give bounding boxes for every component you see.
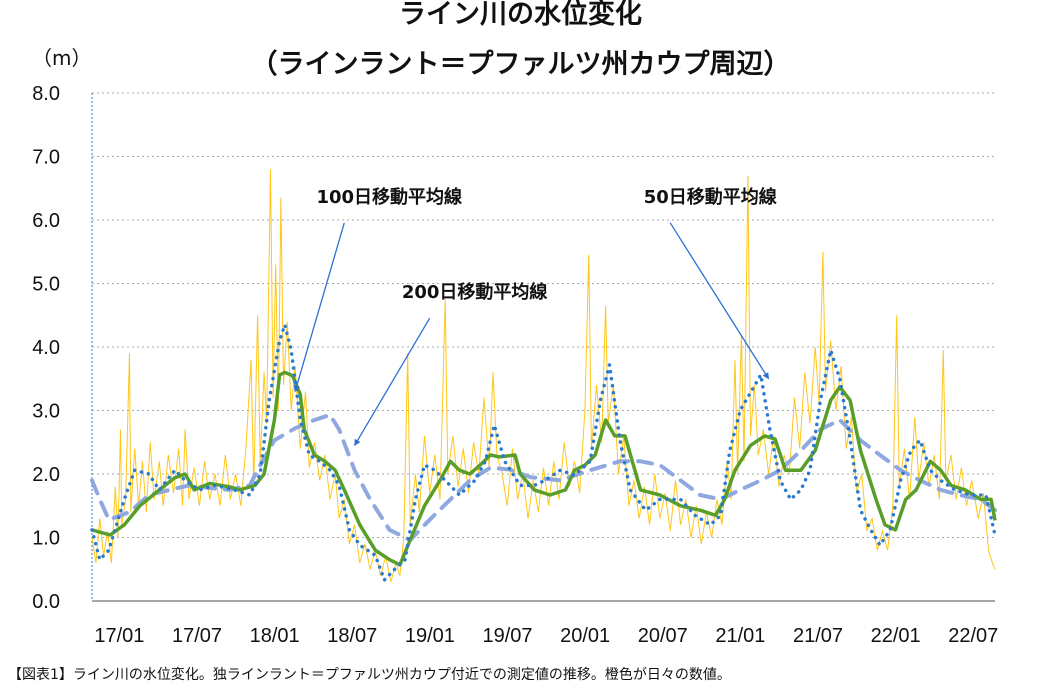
y-axis-ticks: 0.0 1.0 2.0 3.0 4.0 5.0 6.0 7.0 8.0 bbox=[32, 83, 60, 613]
x-tick-label: 22/07 bbox=[948, 625, 998, 647]
series-ma100 bbox=[91, 370, 997, 567]
figure-caption: 【図表1】ライン川の水位変化。独ラインラント＝プファルツ州カウプ付近での測定値の… bbox=[8, 667, 731, 683]
annotation-arrow bbox=[293, 222, 345, 393]
y-tick-label: 8.0 bbox=[32, 83, 60, 105]
x-axis-ticks: 17/01 17/07 18/01 18/07 19/01 19/07 20/01 20/07… bbox=[94, 625, 998, 647]
annotation-label: 50日移動平均線 bbox=[644, 186, 777, 208]
chart-title: ライン川の水位変化 bbox=[399, 0, 642, 30]
x-tick-label: 17/07 bbox=[172, 625, 222, 647]
x-tick-label: 21/01 bbox=[715, 625, 765, 647]
y-tick-label: 1.0 bbox=[32, 528, 60, 550]
y-tick-label: 0.0 bbox=[32, 591, 60, 613]
x-tick-label: 18/07 bbox=[327, 625, 377, 647]
x-tick-label: 19/07 bbox=[482, 625, 532, 647]
y-tick-label: 6.0 bbox=[32, 210, 60, 232]
y-tick-label: 3.0 bbox=[32, 401, 60, 423]
gridlines bbox=[91, 92, 995, 602]
annotation-label: 100日移動平均線 bbox=[316, 186, 462, 208]
x-tick-label: 20/01 bbox=[560, 625, 610, 647]
y-tick-label: 2.0 bbox=[32, 464, 60, 486]
annotation-label: 200日移動平均線 bbox=[402, 281, 548, 303]
series-ma200 bbox=[90, 412, 997, 543]
annotations: 100日移動平均線 200日移動平均線 50日移動平均線 bbox=[293, 186, 777, 446]
chart-subtitle: （ラインラント＝プファルツ州カウプ周辺） bbox=[250, 49, 791, 80]
series-daily bbox=[91, 169, 996, 583]
x-tick-label: 21/07 bbox=[793, 625, 843, 647]
x-tick-label: 22/01 bbox=[871, 625, 921, 647]
x-tick-label: 17/01 bbox=[94, 625, 144, 647]
annotation-arrow bbox=[354, 317, 431, 446]
series-ma50 bbox=[90, 318, 997, 584]
y-tick-label: 7.0 bbox=[32, 147, 60, 169]
series-lines bbox=[90, 169, 997, 584]
y-axis-unit-label: （m） bbox=[32, 46, 92, 70]
x-tick-label: 19/01 bbox=[405, 625, 455, 647]
x-tick-label: 20/07 bbox=[638, 625, 688, 647]
annotation-arrow bbox=[669, 222, 770, 380]
y-tick-label: 4.0 bbox=[32, 337, 60, 359]
x-tick-label: 18/01 bbox=[250, 625, 300, 647]
y-tick-label: 5.0 bbox=[32, 274, 60, 296]
